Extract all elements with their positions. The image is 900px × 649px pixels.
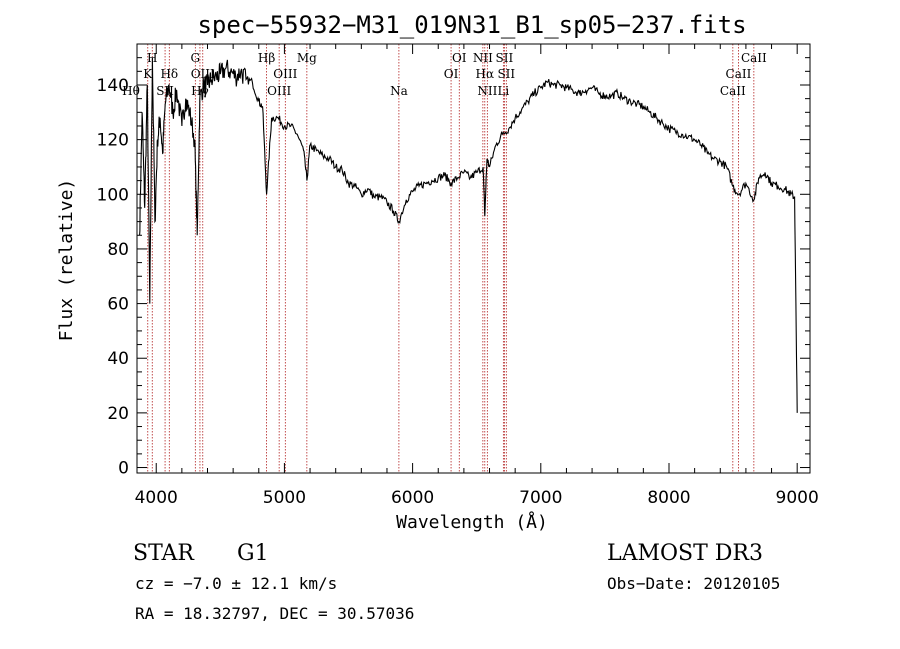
x-tick-label: 9000: [776, 488, 819, 508]
emission-line-markers: [147, 44, 755, 473]
line-label-14: OI: [452, 51, 467, 65]
line-label-12: Na: [390, 84, 408, 98]
line-label-18: SII: [496, 51, 514, 65]
line-label-17: NII: [477, 84, 497, 98]
y-tick-label: 140: [97, 76, 129, 96]
y-tick-label: 20: [107, 404, 129, 424]
line-label-16: Hα: [475, 67, 494, 81]
object-subclass: G1: [237, 541, 269, 566]
line-label-8: Hβ: [258, 51, 275, 65]
y-tick-label: 80: [107, 240, 129, 260]
line-label-13: OI: [444, 67, 459, 81]
line-label-5: G: [191, 51, 201, 65]
x-tick-label: 7000: [519, 488, 562, 508]
y-axis-label: Flux (relative): [56, 179, 77, 342]
x-axis-ticks: 4000 5000 6000 7000 8000 9000: [135, 44, 819, 508]
x-tick-label: 8000: [647, 488, 690, 508]
x-tick-label: 5000: [263, 488, 306, 508]
plot-frame: [136, 43, 811, 474]
y-tick-label: 0: [118, 459, 129, 479]
y-tick-label: 60: [107, 295, 129, 315]
x-tick-label: 6000: [391, 488, 434, 508]
line-label-19: SII: [497, 67, 515, 81]
line-label-4: Hδ: [160, 67, 178, 81]
line-label-22: CaII: [726, 67, 752, 81]
line-label-11: Mg: [297, 51, 317, 65]
line-label-15: NII: [473, 51, 493, 65]
observation-date: Obs−Date: 20120105: [607, 574, 780, 593]
x-tick-label: 4000: [135, 488, 178, 508]
survey-name: LAMOST DR3: [607, 541, 763, 566]
line-label-23: CaII: [741, 51, 767, 65]
redshift-cz: cz = −7.0 ± 12.1 km/s: [135, 574, 337, 593]
coordinates: RA = 18.32797, DEC = 30.57036: [135, 604, 414, 623]
y-tick-label: 40: [107, 349, 129, 369]
y-tick-label: 120: [97, 131, 129, 151]
line-label-9: OIII: [267, 84, 291, 98]
line-label-1: K: [143, 67, 153, 81]
object-class: STAR: [133, 541, 195, 566]
line-label-10: OIII: [273, 67, 297, 81]
y-axis-ticks: 0 20 40 60 80 100 120 140: [97, 57, 810, 479]
spectrum-line: [139, 57, 798, 413]
line-label-0: Hθ: [122, 84, 140, 98]
chart-title: spec−55932−M31_019N31_B1_sp05−237.fits: [197, 11, 746, 39]
line-label-20: Li: [497, 84, 509, 98]
y-tick-label: 100: [97, 185, 129, 205]
line-label-21: CaII: [720, 84, 746, 98]
x-axis-label: Wavelength (Å): [396, 511, 548, 533]
